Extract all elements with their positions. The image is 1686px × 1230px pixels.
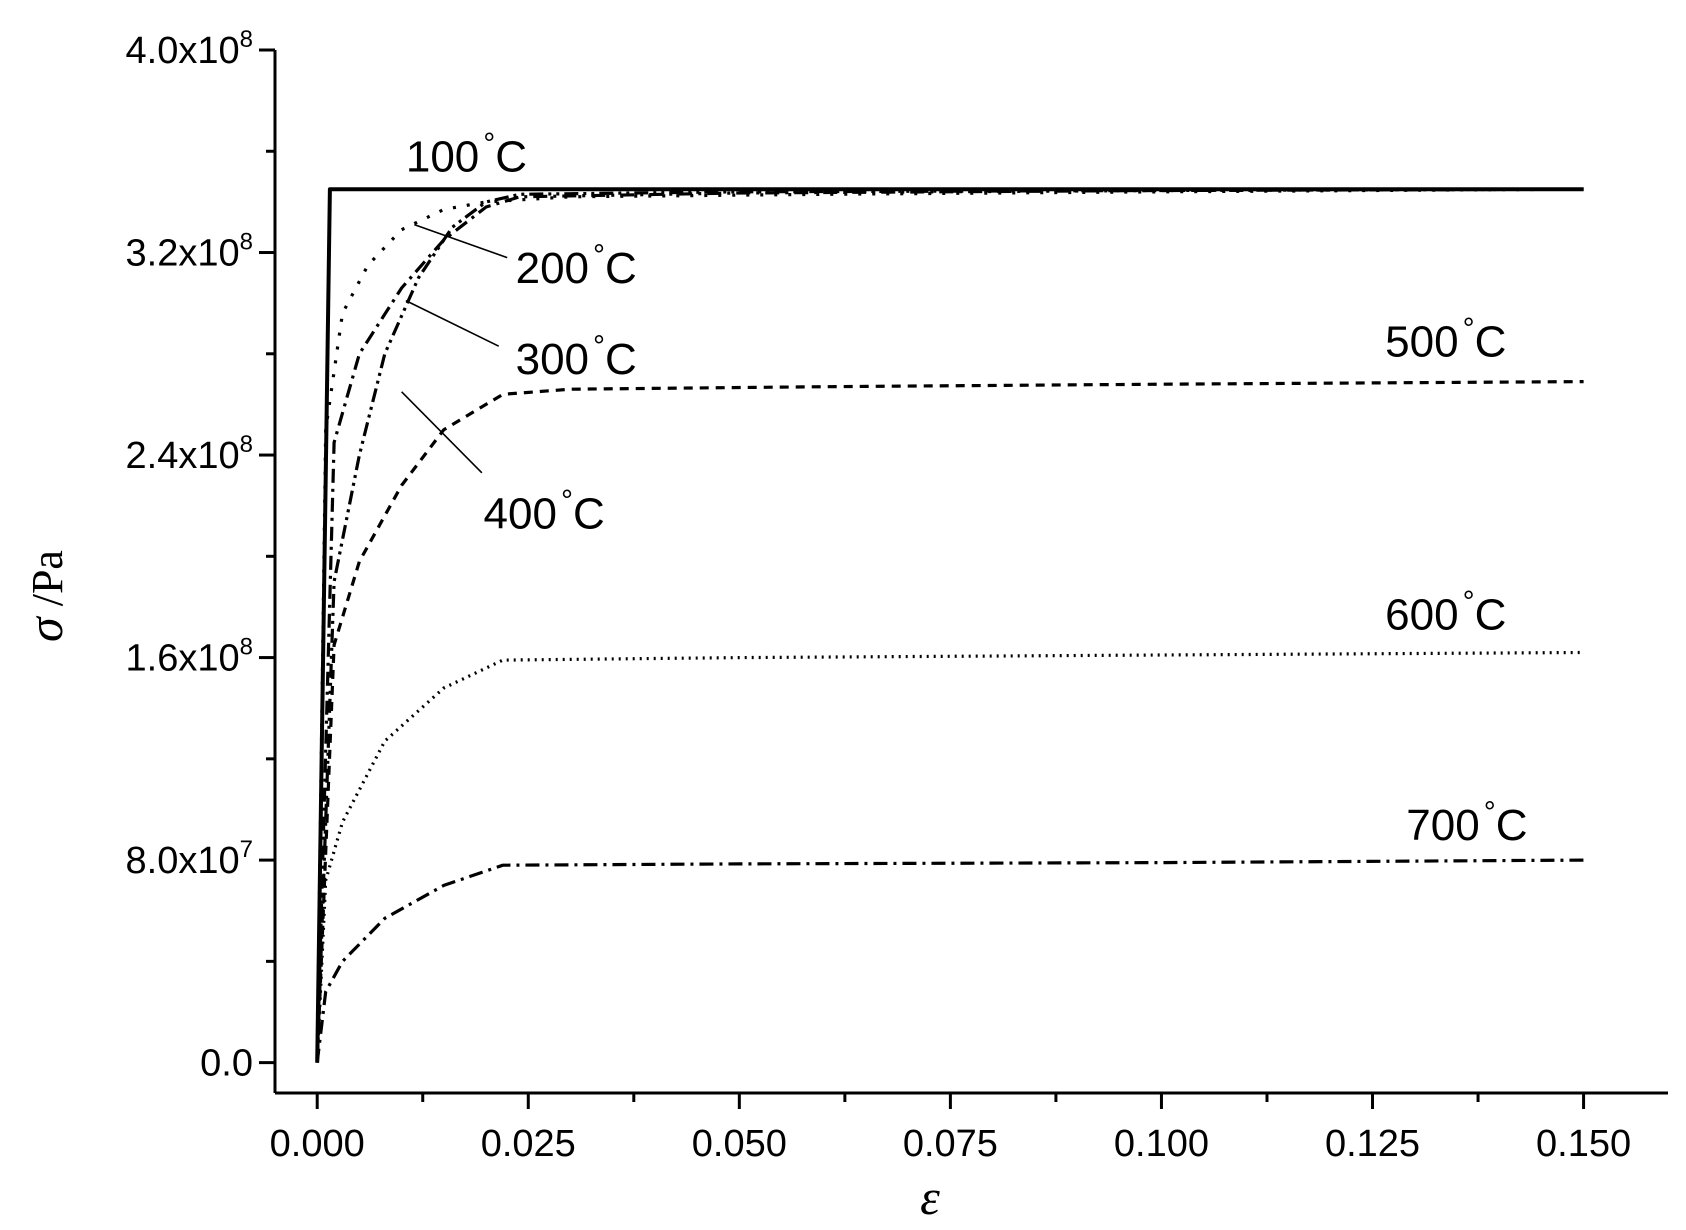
y-axis-title: σ /Pa [17, 550, 73, 642]
y-tick-label-3: 2.4x108 [126, 431, 253, 477]
x-tick-label-6: 0.150 [1536, 1123, 1631, 1165]
y-tick-label-1: 8.0x107 [126, 836, 253, 882]
y-tick-label-0: 0.0 [200, 1043, 253, 1085]
leader-line-200c [414, 223, 508, 259]
x-tick-label-5: 0.125 [1325, 1123, 1420, 1165]
series-label-200c: 200 °C [516, 239, 637, 293]
x-tick-label-4: 0.100 [1114, 1123, 1209, 1165]
y-tick-label-2: 1.6x108 [126, 634, 253, 680]
series-line-400c [315, 187, 1584, 1063]
x-tick-label-1: 0.025 [481, 1123, 576, 1165]
y-tick-label-5: 4.0x108 [126, 26, 253, 72]
series-line-700c [315, 858, 1584, 1063]
series-line-600c [315, 650, 1584, 1063]
series-label-400c: 400 °C [484, 484, 605, 538]
y-axis-unit: /Pa [23, 550, 72, 617]
series-label-300c: 300 °C [516, 330, 637, 384]
leader-line-300c [405, 299, 500, 347]
x-axis-title: ε [920, 1169, 940, 1225]
y-axis-symbol: σ [17, 615, 73, 642]
series-label-100c: 100 °C [406, 128, 527, 182]
series-line-500c [315, 380, 1584, 1063]
series-layer [315, 187, 1584, 1063]
y-tick-label-4: 3.2x108 [126, 229, 253, 275]
x-tick-label-0: 0.000 [270, 1123, 365, 1165]
series-label-600c: 600 °C [1385, 586, 1506, 640]
x-tick-label-2: 0.050 [692, 1123, 787, 1165]
annotation-layer: 100 °C 200 °C 300 °C 400 °C 500 °C 600 °C 700 °C [401, 128, 1527, 850]
series-label-700c: 700 °C [1406, 796, 1527, 850]
axes: 0.000 0.025 0.050 0.075 0.100 0.125 0.150 0.0 8.… [126, 26, 1668, 1165]
series-label-500c: 500 °C [1385, 312, 1506, 366]
x-tick-label-3: 0.075 [903, 1123, 998, 1165]
leader-line-400c [401, 391, 483, 474]
